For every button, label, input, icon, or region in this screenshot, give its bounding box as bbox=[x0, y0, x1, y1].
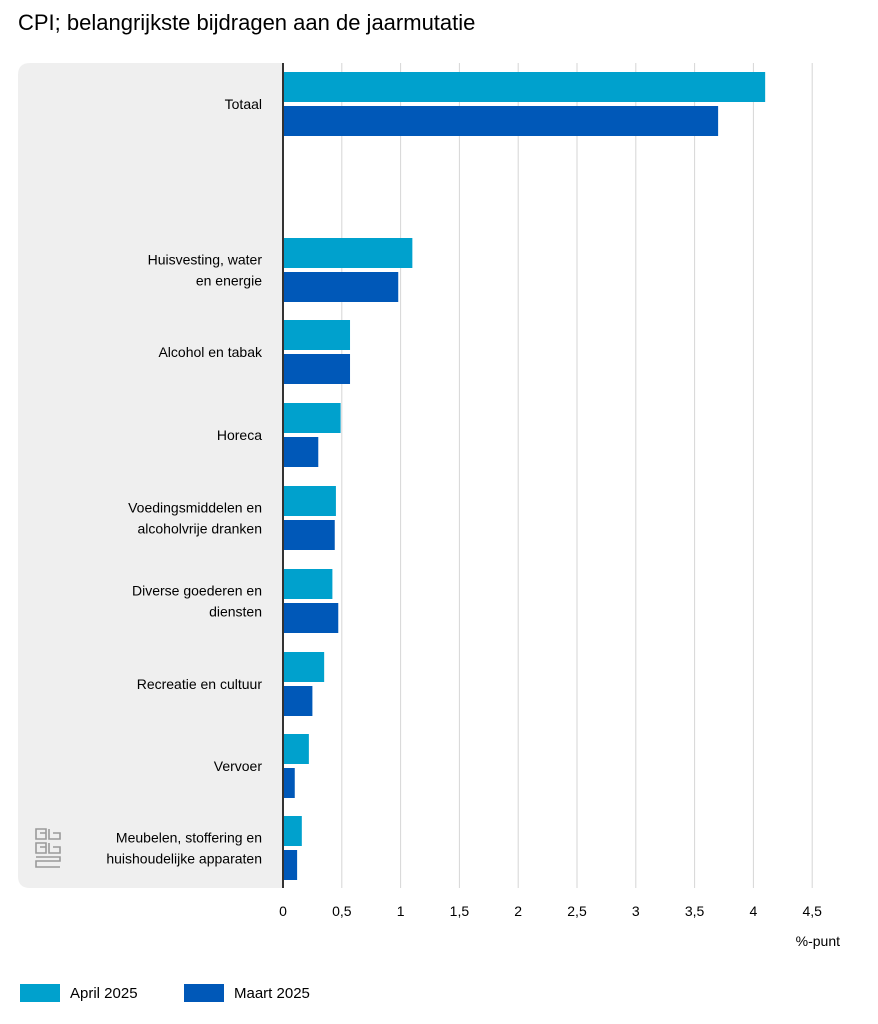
legend-item-april: April 2025 bbox=[20, 984, 138, 1002]
category-label: en energie bbox=[196, 273, 262, 289]
category-label: Huisvesting, water bbox=[148, 252, 263, 268]
x-tick-label: 2,5 bbox=[567, 903, 587, 919]
bars bbox=[283, 72, 766, 880]
category-label: Diverse goederen en bbox=[132, 583, 262, 599]
cbs-logo bbox=[34, 827, 62, 874]
category-labels: Totaal Huisvesting, water en energie Alcoho… bbox=[106, 96, 263, 867]
category-label: alcoholvrije dranken bbox=[137, 521, 262, 537]
bar-april bbox=[283, 320, 351, 350]
bar-maart bbox=[283, 520, 335, 550]
tick-labels: 0 0,5 1 1,5 2 2,5 3 3,5 4 4,5 bbox=[279, 903, 822, 919]
bar-maart bbox=[283, 106, 719, 136]
bar-april bbox=[283, 72, 766, 102]
x-tick-label: 4 bbox=[750, 903, 758, 919]
category-label: diensten bbox=[209, 604, 262, 620]
bar-maart bbox=[283, 437, 319, 467]
bar-april bbox=[283, 486, 336, 516]
x-axis-unit-label: %-punt bbox=[796, 933, 840, 949]
category-panel bbox=[18, 63, 283, 888]
gridlines bbox=[341, 63, 813, 888]
category-label: Recreatie en cultuur bbox=[137, 676, 263, 692]
legend-item-maart: Maart 2025 bbox=[184, 984, 310, 1002]
bar-april bbox=[283, 238, 413, 268]
x-tick-label: 2 bbox=[514, 903, 522, 919]
x-tick-label: 0 bbox=[279, 903, 287, 919]
category-label: Horeca bbox=[217, 427, 262, 443]
bar-april bbox=[283, 569, 333, 599]
bar-maart bbox=[283, 850, 298, 880]
category-label: Voedingsmiddelen en bbox=[128, 500, 262, 516]
x-tick-label: 0,5 bbox=[332, 903, 352, 919]
legend-swatch-april bbox=[20, 984, 60, 1002]
category-label: Totaal bbox=[225, 96, 262, 112]
chart-title: CPI; belangrijkste bijdragen aan de jaar… bbox=[18, 10, 476, 35]
bar-april bbox=[283, 734, 309, 764]
x-tick-label: 1,5 bbox=[450, 903, 470, 919]
category-label: Vervoer bbox=[214, 758, 263, 774]
bar-maart bbox=[283, 603, 339, 633]
category-label: huishoudelijke apparaten bbox=[106, 851, 262, 867]
bar-maart bbox=[283, 354, 351, 384]
bar-april bbox=[283, 403, 341, 433]
x-tick-label: 1 bbox=[397, 903, 405, 919]
bar-maart bbox=[283, 272, 399, 302]
category-label: Alcohol en tabak bbox=[158, 344, 263, 360]
legend-label-april: April 2025 bbox=[70, 984, 138, 1002]
x-tick-label: 4,5 bbox=[802, 903, 822, 919]
category-label: Meubelen, stoffering en bbox=[116, 830, 262, 846]
bar-maart bbox=[283, 686, 313, 716]
bar-maart bbox=[283, 768, 295, 798]
bar-april bbox=[283, 652, 325, 682]
bar-april bbox=[283, 816, 302, 846]
x-tick-label: 3 bbox=[632, 903, 640, 919]
x-tick-label: 3,5 bbox=[685, 903, 705, 919]
legend-swatch-maart bbox=[184, 984, 224, 1002]
legend-label-maart: Maart 2025 bbox=[234, 984, 310, 1002]
